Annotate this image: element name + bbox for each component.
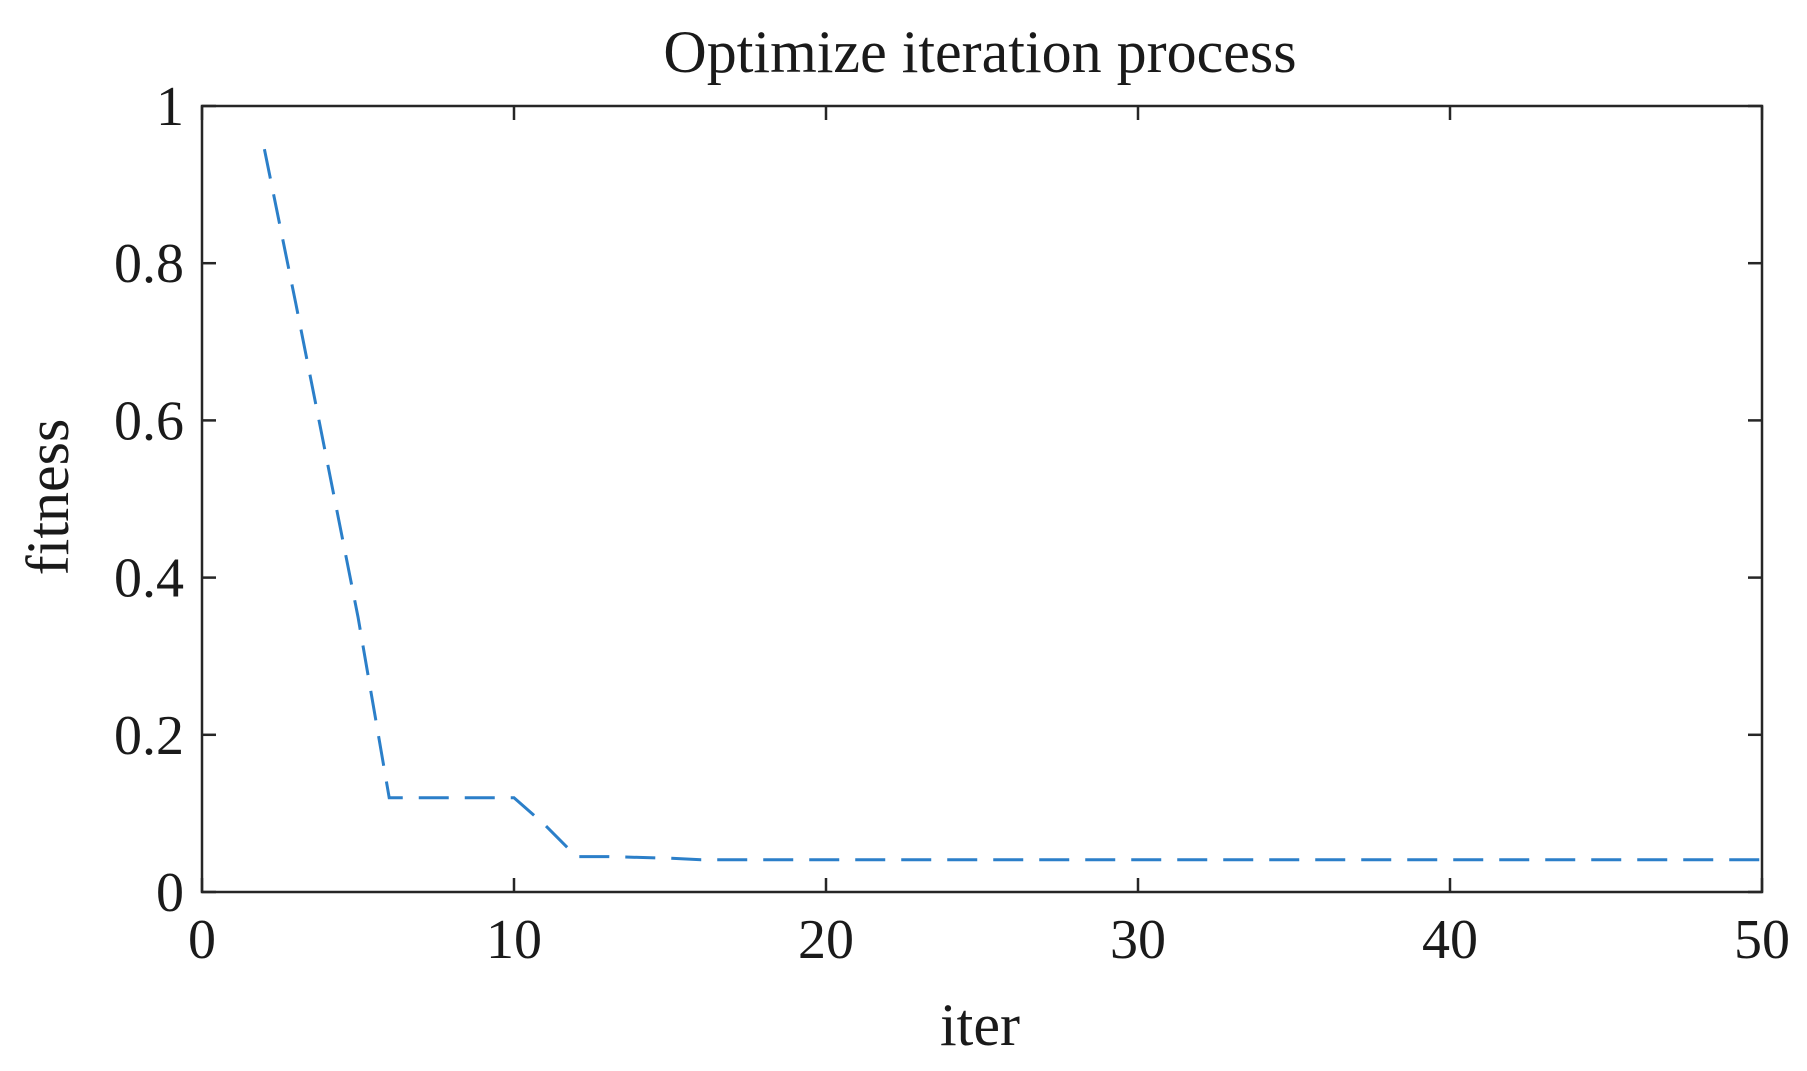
x-tick-label: 20 — [798, 909, 854, 971]
y-tick-label: 0 — [156, 862, 184, 924]
y-tick-label: 0.6 — [114, 390, 184, 452]
y-tick-label: 0.2 — [114, 705, 184, 767]
axes-frame — [200, 104, 1764, 894]
x-axis-label: iter — [940, 992, 1020, 1058]
plot-area: 0 10 20 30 40 50 0 0.2 0.4 0.6 0.8 1 — [114, 76, 1790, 971]
y-axis-label: fitness — [15, 419, 81, 576]
y-tick-label: 1 — [156, 76, 184, 138]
x-tick-label: 40 — [1422, 909, 1478, 971]
x-tick-label: 10 — [486, 909, 542, 971]
x-tick-label: 0 — [188, 909, 216, 971]
y-tick-label: 0.8 — [114, 233, 184, 295]
y-tick-label: 0.4 — [114, 548, 184, 610]
x-tick-label: 50 — [1734, 909, 1790, 971]
x-tick-label: 30 — [1110, 909, 1166, 971]
series-line — [262, 148, 1762, 862]
chart-title: Optimize iteration process — [663, 19, 1296, 85]
